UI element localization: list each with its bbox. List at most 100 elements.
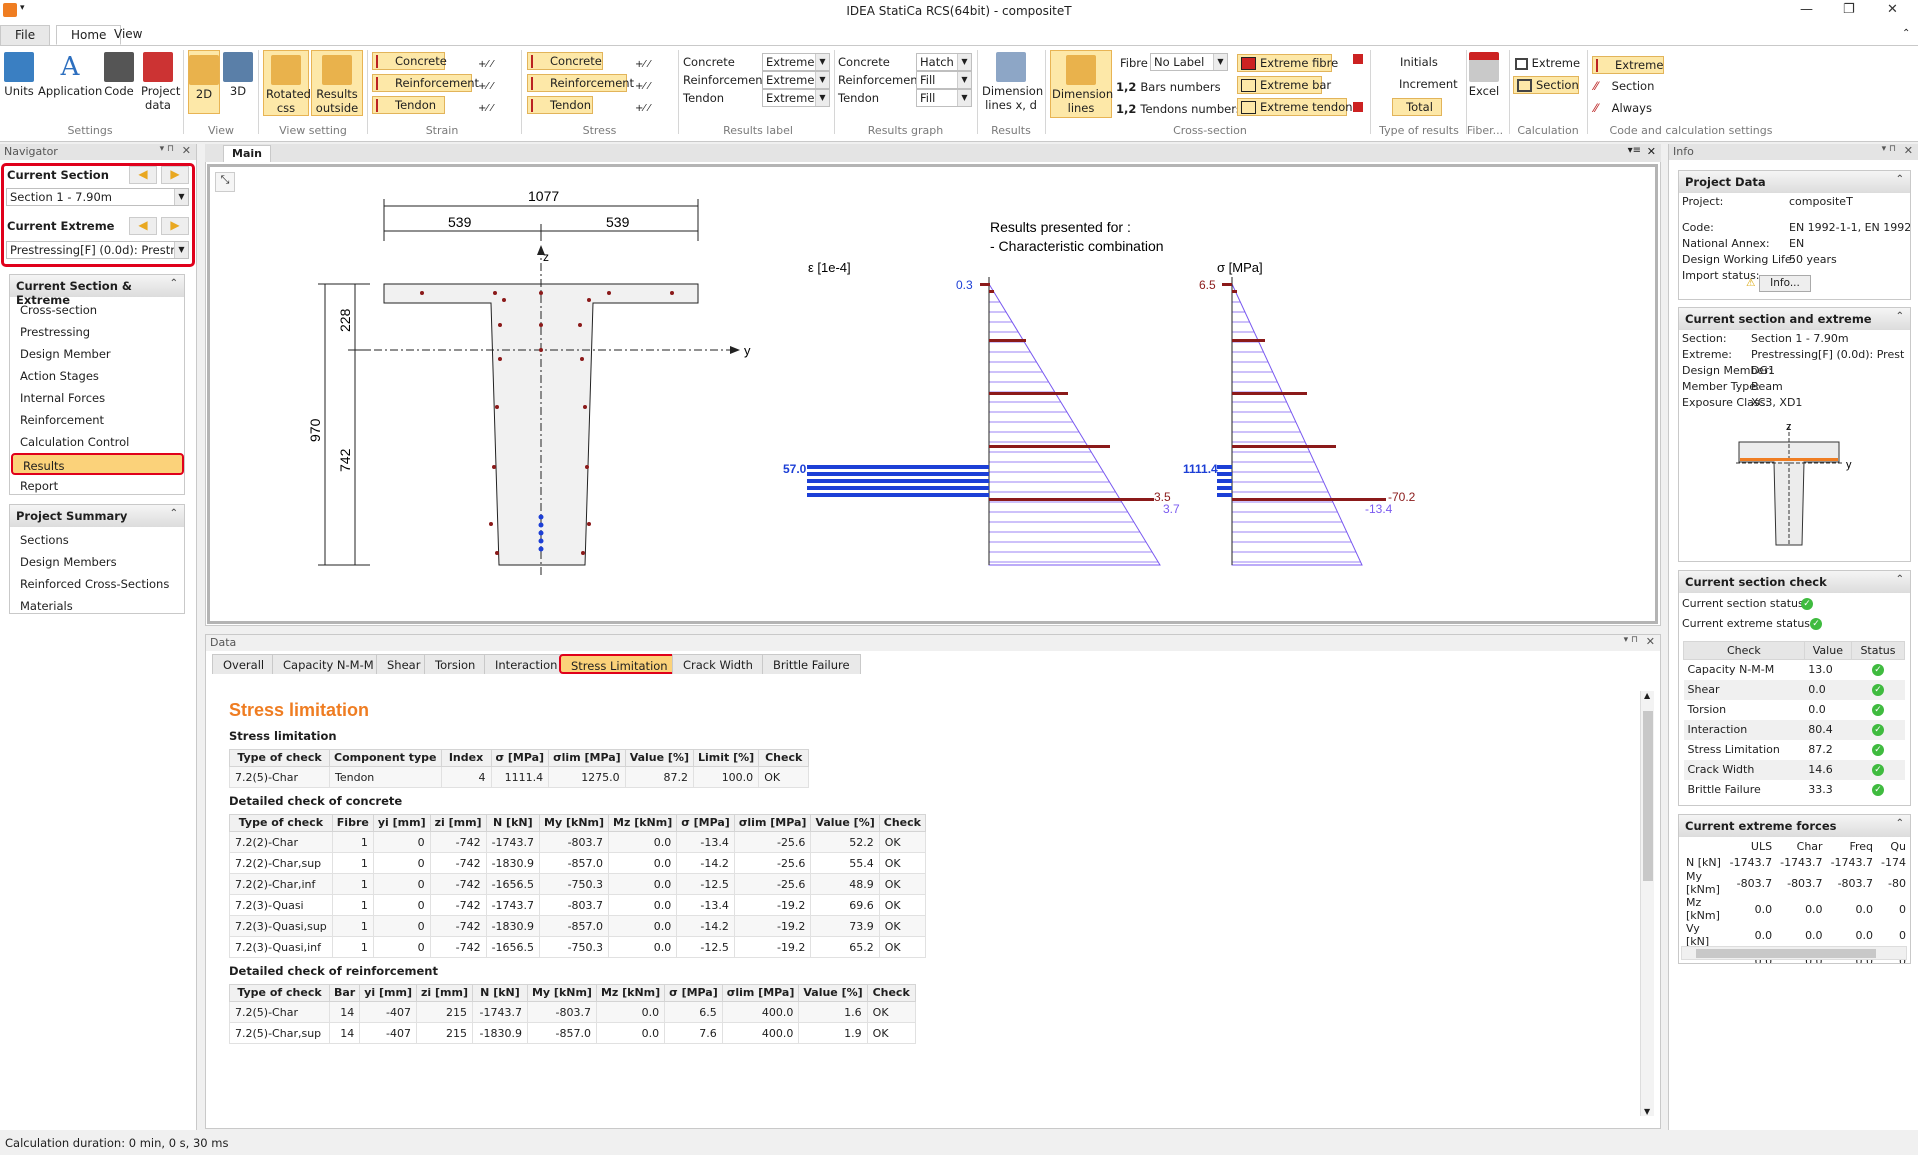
extreme-tendon-toggle[interactable]: Extreme tendon [1237, 98, 1353, 116]
fit-view-icon[interactable]: ⤡ [215, 172, 235, 192]
units-button[interactable]: Units [2, 52, 36, 98]
initials-option[interactable]: Initials [1400, 55, 1438, 69]
nav-item-action-stages[interactable]: Action Stages [20, 369, 99, 383]
strain-reinforcement-toggle[interactable]: Reinforcement [372, 74, 479, 92]
restore-icon[interactable]: ❐ [1843, 2, 1855, 17]
tab-crack-width[interactable]: Crack Width [672, 654, 764, 674]
pin-icon[interactable]: ▾ ⊓ [1881, 144, 1896, 154]
strain-sign-icons[interactable]: +⁄ ⁄ +⁄ ⁄ +⁄ ⁄ [478, 59, 493, 114]
tab-view[interactable]: View [114, 27, 143, 41]
tab-home[interactable]: Home [56, 25, 122, 45]
tab-torsion[interactable]: Torsion [424, 654, 487, 674]
nav-item-reinforced-cross-sections[interactable]: Reinforced Cross-Sections [20, 577, 170, 591]
collapse-icon[interactable]: ⌃ [1895, 818, 1904, 829]
tab-file[interactable]: File [0, 25, 51, 45]
close-icon[interactable]: ✕ [1903, 144, 1913, 157]
info-button[interactable]: ⚠ Info... [1746, 275, 1811, 292]
scroll-down-icon[interactable]: ▼ [1644, 1107, 1651, 1116]
calc-extreme-button[interactable]: Extreme [1515, 56, 1580, 70]
application-button[interactable]: A Application [38, 52, 103, 98]
collapse-icon[interactable]: ⌃ [1895, 574, 1904, 585]
next-section-button[interactable]: ▶ [161, 166, 189, 184]
stress-tendon-toggle[interactable]: Tendon [527, 96, 593, 114]
tab-shear[interactable]: Shear [376, 654, 432, 674]
results-label-select[interactable]: Extreme ▼ [762, 89, 830, 107]
ribbon-collapse-icon[interactable]: ⌃ [1902, 28, 1911, 39]
dimension-lines-xd-button[interactable]: Dimension lines x, d [981, 52, 1043, 112]
nav-group-current-header[interactable]: Current Section & Extreme ⌃ [10, 275, 184, 307]
strain-tendon-toggle[interactable]: Tendon [372, 96, 445, 114]
close-icon[interactable]: ✕ [181, 144, 191, 157]
nav-item-materials[interactable]: Materials [20, 599, 73, 613]
calc-section-button[interactable]: Section [1513, 76, 1579, 94]
collapse-icon[interactable]: ⌃ [1895, 311, 1904, 322]
extreme-forces-header[interactable]: Current extreme forces ⌃ [1679, 815, 1910, 837]
pin-icon[interactable]: ▾ ⊓ [159, 144, 174, 154]
code-section-option[interactable]: ⁄⁄ Section [1594, 79, 1655, 93]
table-row[interactable]: Stress Limitation 87.2 ✓ [1684, 740, 1905, 760]
nav-item-results[interactable]: Results [11, 453, 184, 475]
project-data-header[interactable]: Project Data ⌃ [1679, 171, 1910, 193]
project-data-button[interactable]: Project data [138, 52, 180, 112]
nav-item-reinforcement[interactable]: Reinforcement [20, 413, 105, 427]
nav-item-sections[interactable]: Sections [20, 533, 69, 547]
tab-overall[interactable]: Overall [212, 654, 276, 674]
dimension-lines-button[interactable]: Dimension lines [1050, 50, 1113, 118]
nav-item-design-member[interactable]: Design Member [20, 347, 111, 361]
nav-item-cross-section[interactable]: Cross-section [20, 303, 98, 317]
scrollbar-thumb[interactable] [1643, 711, 1653, 881]
collapse-icon[interactable]: ⌃ [169, 508, 178, 519]
nav-item-calculation-control[interactable]: Calculation Control [20, 435, 130, 449]
scroll-up-icon[interactable]: ▲ [1644, 691, 1651, 700]
table-row[interactable]: Brittle Failure 33.3 ✓ [1684, 780, 1905, 800]
results-outside-button[interactable]: Results outside [311, 50, 363, 116]
table-row[interactable]: Interaction 80.4 ✓ [1683, 719, 1905, 740]
results-label-select[interactable]: Extreme ▼ [762, 71, 830, 89]
pin-icon[interactable]: ▾ ⊓ [1623, 635, 1638, 645]
strain-diagram[interactable] [807, 277, 1161, 566]
data-scrollbar[interactable]: ▲ ▼ [1640, 691, 1654, 1116]
nav-item-prestressing[interactable]: Prestressing [20, 325, 91, 339]
window-menu-icon[interactable]: ▾≡ [1627, 145, 1641, 156]
results-graph-select[interactable]: Fill ▼ [916, 89, 972, 107]
table-row[interactable]: Shear 0.0 ✓ [1683, 679, 1905, 700]
tab-interaction[interactable]: Interaction [484, 654, 569, 674]
nav-item-report[interactable]: Report [20, 479, 59, 493]
view-3d-button[interactable]: 3D [222, 52, 254, 98]
table-row[interactable]: Torsion 0.0 ✓ [1684, 700, 1905, 720]
prev-section-button[interactable]: ◀ [129, 166, 157, 184]
code-always-option[interactable]: ⁄⁄ Always [1594, 101, 1652, 115]
nav-group-summary-header[interactable]: Project Summary ⌃ [10, 505, 184, 527]
tab-capacity-n-m-m[interactable]: Capacity N-M-M [272, 654, 385, 674]
nav-item-design-members[interactable]: Design Members [20, 555, 117, 569]
tendons-numbers-toggle[interactable]: 1,2 Tendons numbers [1116, 102, 1242, 116]
strain-concrete-toggle[interactable]: Concrete [372, 52, 447, 70]
code-extreme-option[interactable]: Extreme [1592, 56, 1664, 74]
results-graph-select[interactable]: Fill ▼ [916, 71, 972, 89]
close-icon[interactable]: ✕ [1646, 145, 1656, 158]
close-icon[interactable]: ✕ [1887, 2, 1898, 17]
results-label-select[interactable]: Extreme ▼ [762, 53, 830, 71]
current-section-extreme-header[interactable]: Current section and extreme ⌃ [1679, 308, 1910, 330]
stress-sign-icons[interactable]: +⁄ ⁄ +⁄ ⁄ +⁄ ⁄ [635, 59, 650, 114]
table-row[interactable]: Crack Width 14.6 ✓ [1683, 759, 1905, 780]
minimize-icon[interactable]: — [1800, 2, 1813, 17]
extreme-marker-icon[interactable] [1353, 54, 1363, 64]
stress-reinforcement-toggle[interactable]: Reinforcement [527, 74, 634, 92]
stress-concrete-toggle[interactable]: Concrete [527, 52, 603, 70]
quick-access-dropdown-icon[interactable]: ▾ [20, 3, 25, 13]
next-extreme-button[interactable]: ▶ [161, 217, 189, 235]
section-check-header[interactable]: Current section check ⌃ [1679, 571, 1910, 593]
prev-extreme-button[interactable]: ◀ [129, 217, 157, 235]
excel-button[interactable]: Excel [1468, 52, 1500, 98]
extreme-marker-icon-2[interactable] [1353, 102, 1363, 112]
app-logo-icon[interactable] [3, 3, 17, 17]
total-option[interactable]: Total [1392, 98, 1442, 116]
view-2d-button[interactable]: 2D [188, 50, 220, 114]
current-section-select[interactable]: Section 1 - 7.90m ▼ [6, 188, 189, 206]
forces-hscrollbar[interactable] [1681, 946, 1907, 960]
extreme-bar-toggle[interactable]: Extreme bar [1237, 76, 1331, 94]
results-graph-select[interactable]: Hatch ▼ [916, 53, 972, 71]
drawing-canvas[interactable]: ⤡ 1077 539 539 970 228 742 y z [207, 164, 1658, 624]
bars-numbers-toggle[interactable]: 1,2 Bars numbers [1116, 80, 1221, 94]
